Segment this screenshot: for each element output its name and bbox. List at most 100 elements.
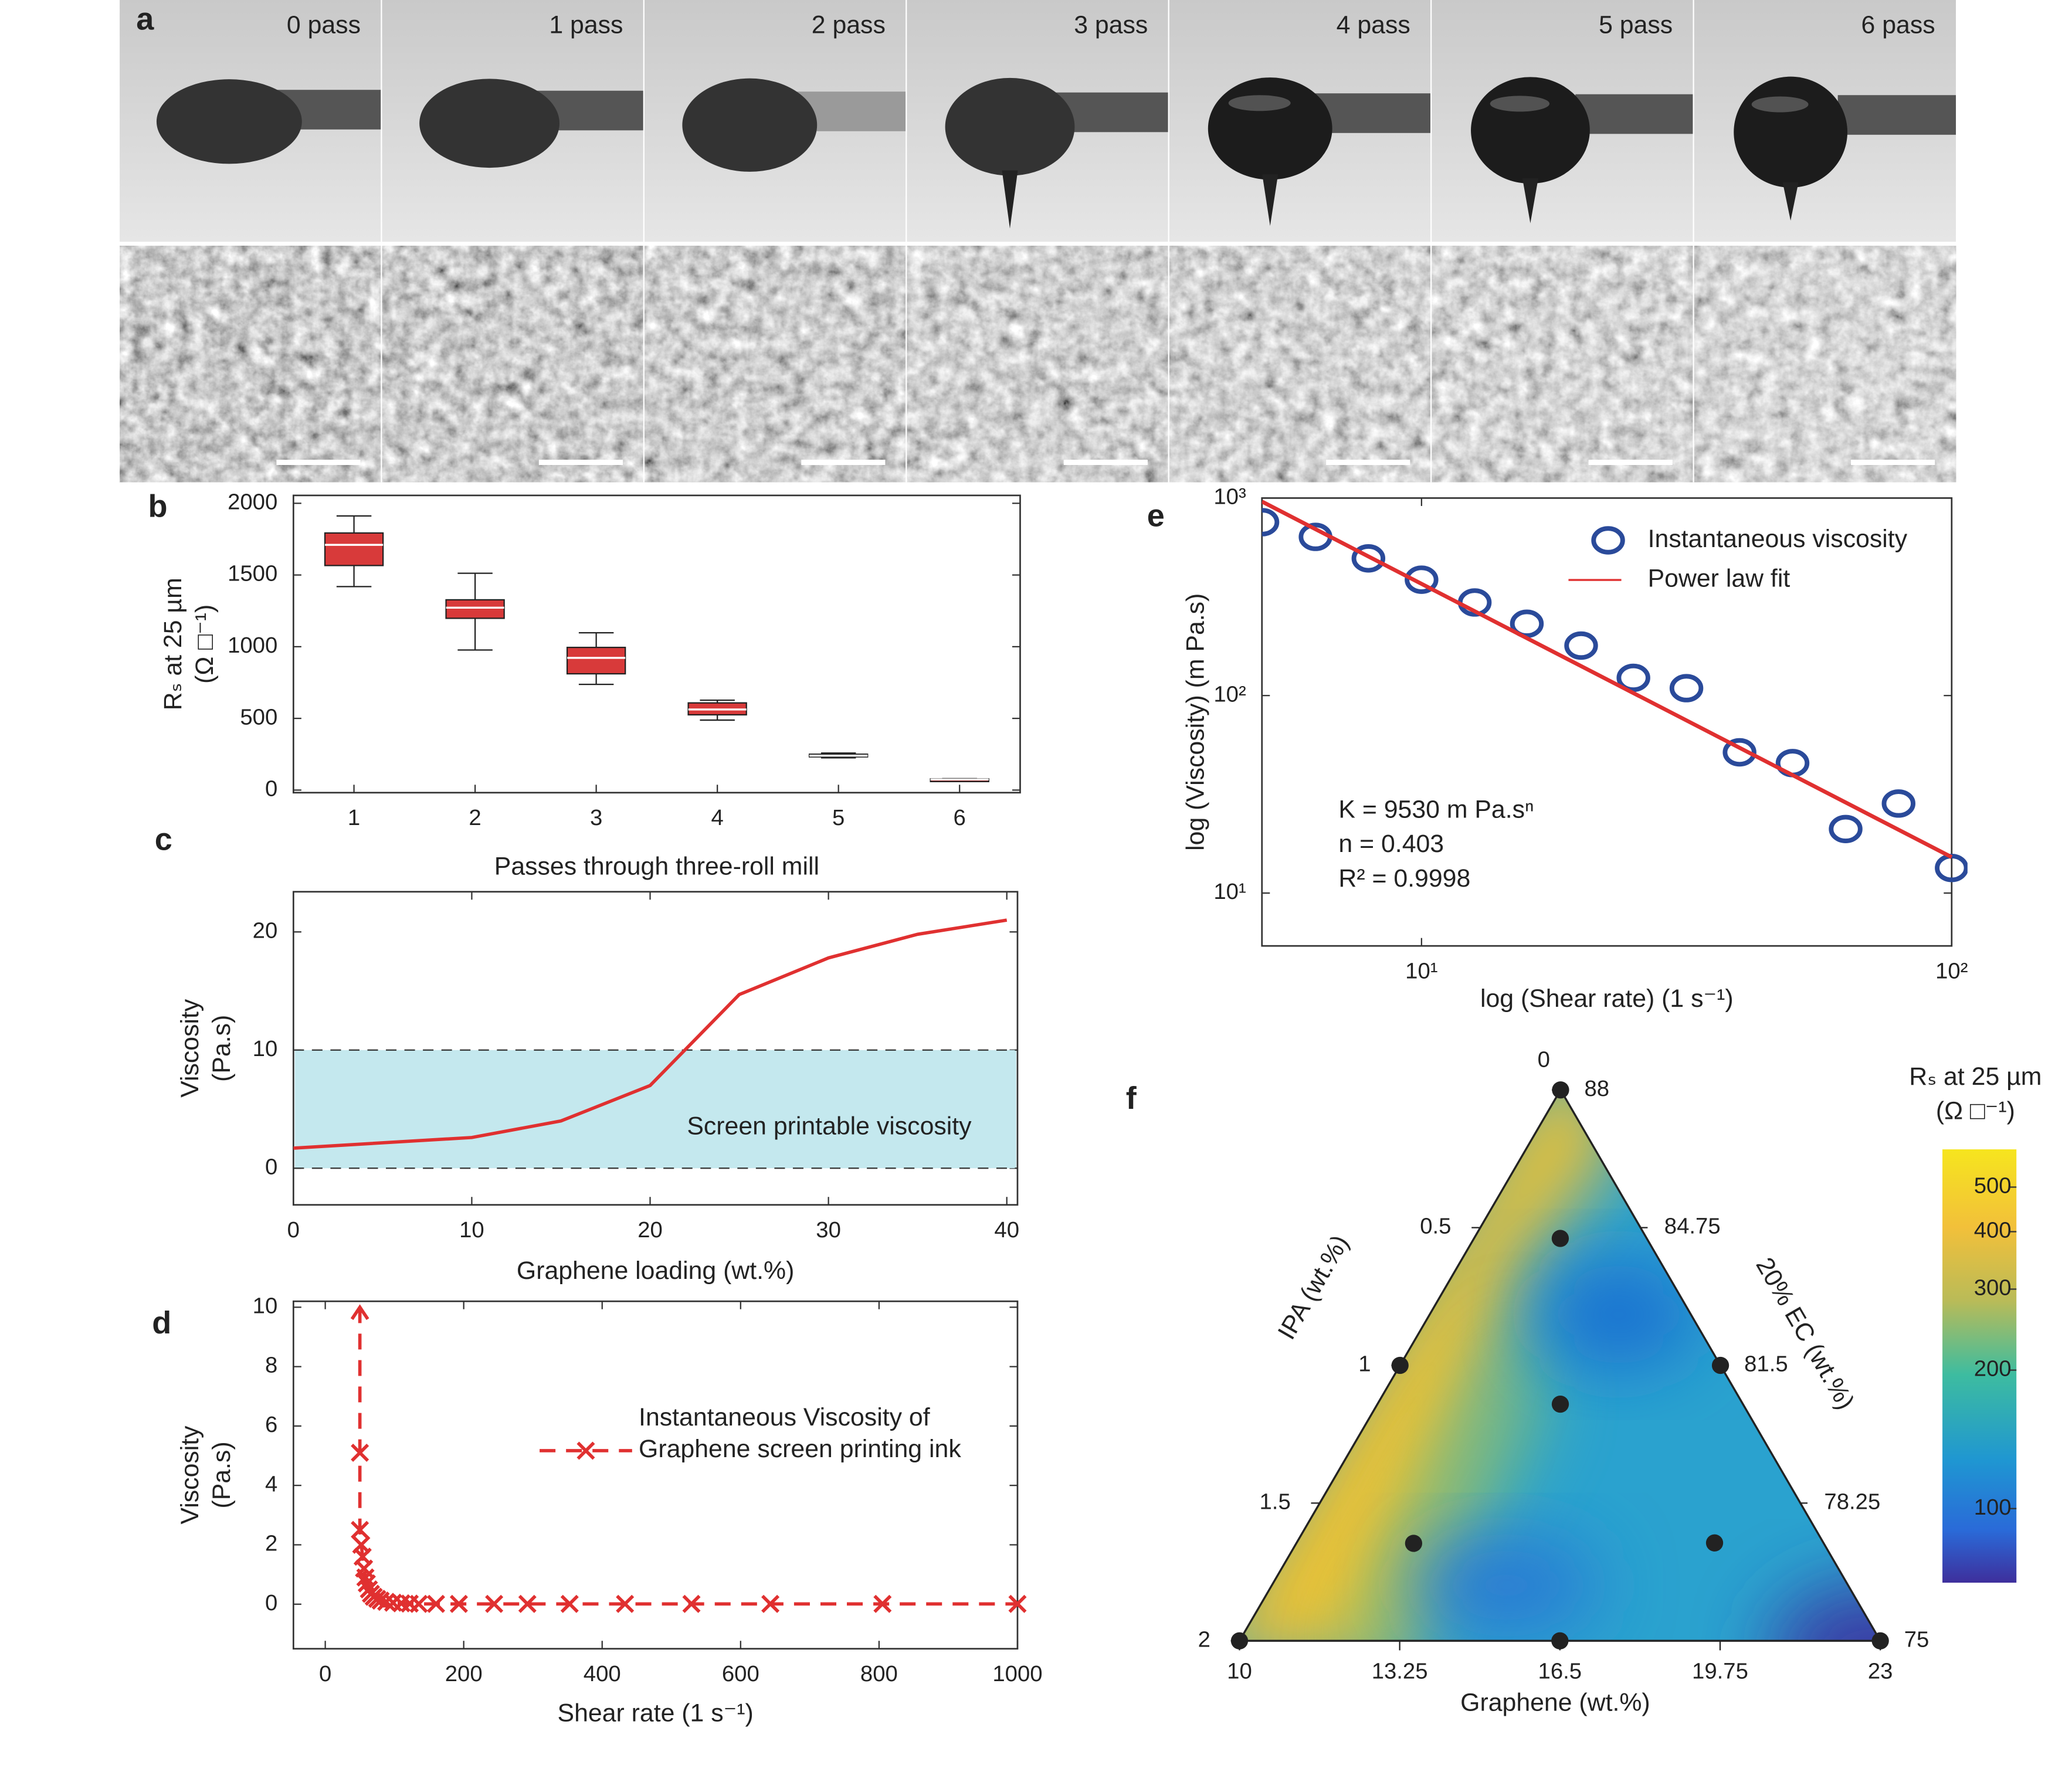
panel-label: e [1147, 498, 1165, 533]
data-point [1552, 1081, 1569, 1099]
marker [1881, 789, 1915, 818]
marker [761, 1594, 780, 1613]
spatula [1575, 94, 1694, 134]
y-axis-label: (Ω □⁻¹) [191, 605, 219, 684]
data-point [1391, 1356, 1409, 1374]
ternary-tick-label: 19.75 [1692, 1658, 1748, 1683]
sem-image [381, 246, 644, 483]
x-tick-label: 10 [459, 1217, 484, 1243]
sem-image [1168, 246, 1432, 483]
paste-drip [1262, 174, 1279, 226]
colorbar-tick-label: 200 [1974, 1356, 2012, 1382]
data-point [1551, 1632, 1569, 1649]
sem-image [643, 246, 907, 483]
y-axis-label: Viscosity [176, 1425, 204, 1525]
paste [1734, 76, 1848, 188]
contour-map [1239, 1089, 1881, 1641]
colorbar [1942, 1149, 2017, 1583]
ternary-tick-label: 13.25 [1372, 1658, 1428, 1683]
y-tick-label: 10 [253, 1036, 278, 1061]
paste [682, 78, 818, 172]
marker [426, 1594, 445, 1613]
marker [1722, 738, 1756, 767]
data-point [1705, 1534, 1724, 1552]
legend-label: Instantaneous Viscosity of Graphene scre… [639, 1404, 961, 1464]
axis-label: 20% EC (wt.%) [1750, 1253, 1860, 1414]
y-tick-label: 500 [240, 704, 277, 729]
plot-frame [292, 494, 1021, 794]
annotation: R² = 0.9998 [1338, 864, 1470, 892]
marker [616, 1594, 635, 1613]
photo-label: 4 pass [1337, 11, 1410, 39]
x-tick-label: 0 [287, 1217, 300, 1243]
paste-shine [1228, 95, 1291, 111]
marker [1564, 631, 1598, 660]
x-tick-label: 20 [637, 1217, 663, 1243]
band-label: Screen printable viscosity [687, 1112, 972, 1140]
y-tick-label: 6 [265, 1412, 277, 1437]
x-tick-label: 6 [954, 805, 966, 830]
panel-label: b [148, 489, 167, 524]
x-tick-label: 400 [584, 1661, 621, 1686]
marker [449, 1594, 468, 1613]
marker [1616, 663, 1650, 693]
colorbar-label: Rₛ at 25 µm [1909, 1063, 2042, 1091]
y-tick-label: 1000 [228, 633, 277, 658]
ternary-tick-label: 84.75 [1664, 1214, 1721, 1239]
x-axis-label: Shear rate (1 s⁻¹) [558, 1699, 754, 1727]
y-tick-label: 0 [265, 1154, 277, 1179]
y-tick-label: 2 [265, 1531, 277, 1556]
band [294, 1050, 1016, 1169]
line [293, 918, 1008, 1150]
ternary-tick-label: 81.5 [1744, 1352, 1788, 1377]
photo-label: 0 pass [287, 11, 361, 39]
marker [560, 1594, 579, 1613]
colorbar-tick-label: 400 [1974, 1218, 2012, 1243]
fit-line [1261, 500, 1953, 859]
marker [682, 1594, 701, 1613]
plot-frame [292, 891, 1019, 1206]
marker [1351, 544, 1386, 573]
x-tick-label: 40 [994, 1217, 1019, 1243]
photo-label: 3 pass [1074, 11, 1148, 39]
panel-label: d [152, 1305, 171, 1340]
box [445, 599, 505, 619]
x-tick-label: 5 [832, 805, 845, 830]
paste [1208, 77, 1332, 180]
colorbar-tick-label: 500 [1974, 1173, 2012, 1199]
y-tick-label: 4 [265, 1471, 277, 1496]
contour-mid [1321, 1308, 1547, 1641]
ternary-tick-label: 75 [1904, 1627, 1929, 1652]
x-tick-label: 200 [445, 1661, 483, 1686]
x-tick-label: 10² [1935, 958, 1968, 983]
x-tick-label: 3 [590, 805, 602, 830]
y-tick-label: 8 [265, 1353, 277, 1378]
spatula [1837, 95, 1956, 135]
colorbar-tick-label: 100 [1974, 1495, 2012, 1520]
marker [518, 1594, 537, 1613]
ternary-tick-label: 1 [1358, 1352, 1371, 1377]
plot-frame [1261, 497, 1953, 947]
sem-image [1431, 246, 1694, 483]
data-point [1551, 1230, 1569, 1247]
marker [351, 1443, 369, 1462]
legend-label: Instantaneous viscosity [1648, 525, 1908, 553]
arrow-head [350, 1304, 369, 1321]
spatula [1313, 93, 1432, 133]
ternary-tick-label: 10 [1227, 1658, 1252, 1683]
data-point [1711, 1356, 1730, 1374]
plot-frame [292, 1300, 1019, 1650]
marker [377, 1593, 395, 1611]
marker [1261, 508, 1280, 537]
paste-shine [1490, 96, 1550, 112]
marker [1510, 609, 1544, 638]
y-tick-label: 20 [253, 918, 278, 943]
x-tick-label: 4 [711, 805, 723, 830]
paste [419, 79, 559, 168]
data-point [1871, 1632, 1889, 1649]
colorbar-tick-label: 300 [1974, 1275, 2012, 1301]
marker [1669, 674, 1704, 702]
photo-label: 1 pass [549, 11, 623, 39]
x-axis-label: Passes through three-roll mill [494, 853, 819, 881]
